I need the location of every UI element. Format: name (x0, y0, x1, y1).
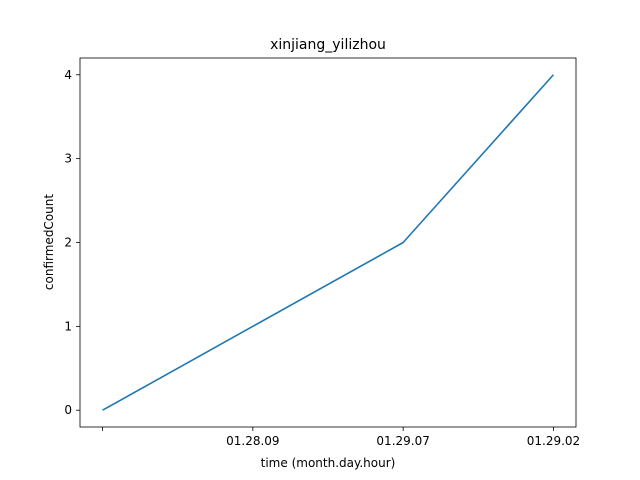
y-axis-label: confirmedCount (42, 194, 56, 290)
chart-title: xinjiang_yilizhou (270, 37, 386, 53)
x-tick-label: 01.28.09 (226, 434, 279, 448)
y-tick-label: 0 (64, 403, 72, 417)
y-tick-label: 1 (64, 319, 72, 333)
axes-frame (79, 57, 577, 428)
x-tick-label: 01.29.02 (527, 434, 580, 448)
y-tick-label: 3 (64, 152, 72, 166)
series-line (102, 74, 555, 411)
y-tick-label: 2 (64, 236, 72, 250)
x-tick-label: 01.29.07 (376, 434, 429, 448)
plot-area: 01.28.09 01.29.07 01.29.02 0 1 2 3 4 (64, 57, 580, 448)
y-tick-label: 4 (64, 68, 72, 82)
x-axis-label: time (month.day.hour) (261, 456, 396, 470)
